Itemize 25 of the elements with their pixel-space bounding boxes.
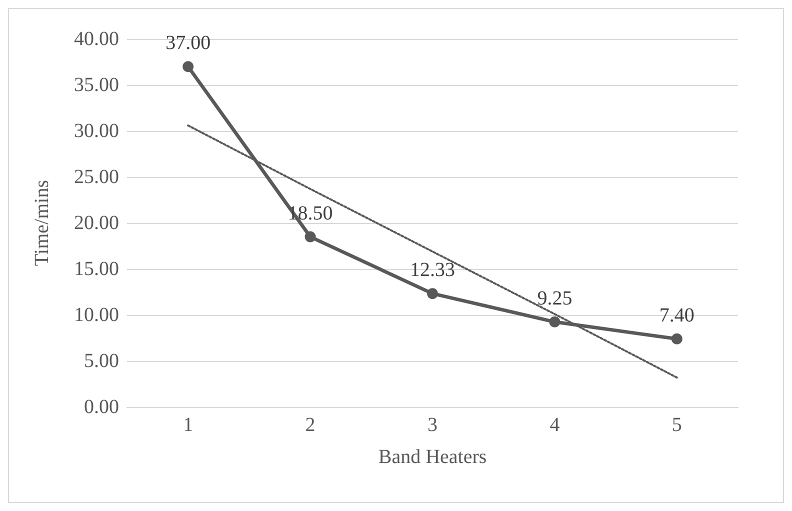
y-tick-label: 5.00 [84, 350, 119, 372]
x-tick-label: 2 [305, 414, 316, 436]
data-label: 37.00 [166, 32, 211, 54]
y-tick-label: 15.00 [74, 258, 119, 280]
x-tick-label: 5 [672, 414, 682, 436]
y-tick-label: 0.00 [84, 396, 119, 418]
x-axis-title: Band Heaters [378, 446, 487, 468]
y-tick-label: 30.00 [74, 120, 119, 142]
point [671, 333, 682, 344]
x-tick-label: 3 [428, 414, 438, 436]
point [182, 61, 194, 72]
y-tick-label: 20.00 [74, 212, 119, 234]
y-tick-label: 10.00 [74, 304, 119, 326]
y-tick-label: 25.00 [74, 166, 119, 188]
data-label: 9.25 [537, 287, 572, 310]
x-tick-label: 4 [550, 414, 560, 436]
y-axis-title: Time/mins [31, 180, 53, 266]
data-label: 7.40 [659, 304, 694, 326]
y-tick-label: 35.00 [74, 74, 119, 96]
point [304, 231, 316, 242]
y-tick-label: 40.00 [74, 28, 119, 50]
point [427, 288, 438, 300]
data-label: 12.33 [410, 259, 455, 282]
x-tick-label: 1 [183, 414, 194, 436]
point [549, 316, 560, 328]
